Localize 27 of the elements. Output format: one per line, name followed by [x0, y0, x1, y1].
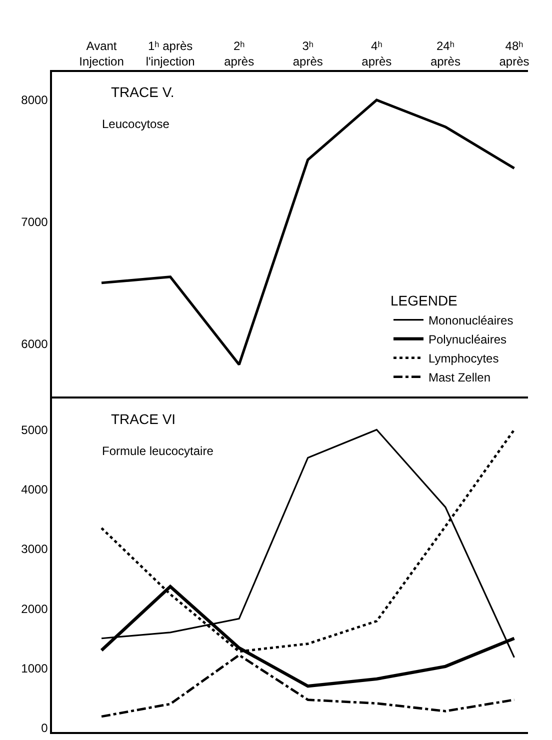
text: TRACE V.	[111, 84, 174, 100]
x-tick-label: 4ʰ après	[362, 38, 392, 68]
y-tick-label: 5000	[21, 422, 48, 437]
y-tick-label: 1000	[21, 661, 48, 676]
x-tick-label: 3ʰ après	[292, 38, 323, 68]
line-series	[100, 654, 516, 718]
y-tick-label: 6000	[21, 337, 48, 352]
text: Formule leucocytaire	[102, 444, 214, 458]
y-tick-label: 0	[41, 721, 48, 736]
x-tick-label: 48ʰ après	[499, 38, 530, 68]
y-tick-label: 2000	[21, 602, 48, 616]
legend-label: Lymphocytes	[428, 351, 499, 366]
line-series	[100, 98, 516, 366]
x-tick-label: 24ʰ après	[430, 38, 460, 68]
legend-title: LEGENDE	[390, 292, 458, 308]
text: Leucocytose	[102, 117, 170, 131]
y-tick-label: 3000	[21, 542, 48, 556]
y-tick-label: 7000	[21, 215, 48, 230]
y-tick-label: 8000	[21, 93, 48, 108]
text: TRACE VI	[111, 411, 176, 427]
y-tick-label: 4000	[21, 482, 48, 497]
x-tick-label: 2ʰ après	[224, 38, 254, 68]
x-tick-label: Avant Injection	[79, 38, 124, 68]
x-tick-label: 1ʰ après l'injection	[146, 38, 195, 68]
legend-label: Mast Zellen	[428, 370, 491, 384]
legend-label: Polynucléaires	[428, 332, 507, 346]
legend-label: Mononucléaires	[428, 313, 514, 328]
